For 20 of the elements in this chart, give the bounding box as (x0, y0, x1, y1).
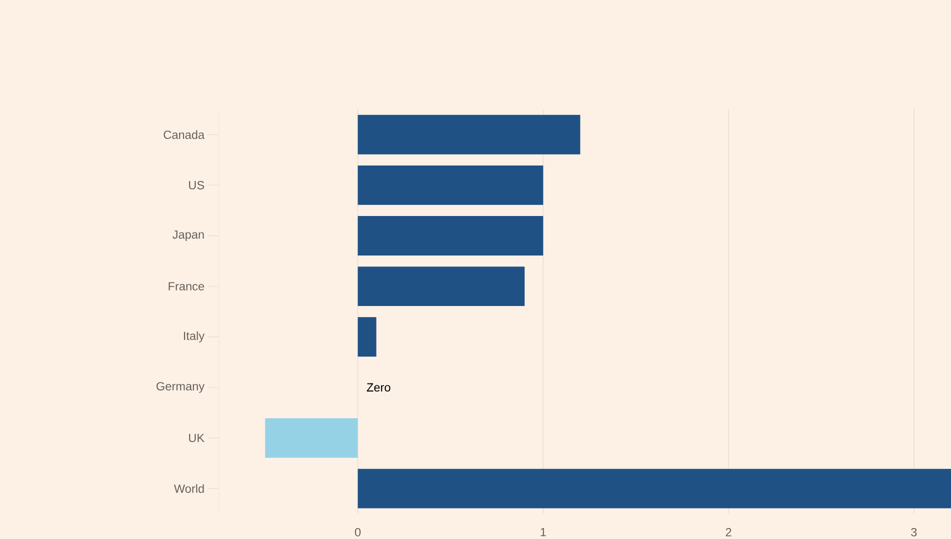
x-tick-label: 2 (726, 528, 732, 536)
bar (358, 266, 525, 306)
y-tick-label: France (168, 282, 204, 290)
bar (358, 114, 580, 154)
bar (358, 468, 951, 508)
bar (358, 316, 376, 356)
y-tick-label: Canada (164, 130, 205, 139)
x-tick-label: 3 (911, 528, 917, 536)
bar (358, 165, 544, 205)
y-tick-label: World (174, 484, 204, 493)
bar (265, 418, 358, 458)
y-tick-label: UK (189, 434, 204, 442)
x-tick-label: 0 (354, 528, 361, 536)
x-tick-label: 1 (540, 528, 546, 536)
bar (358, 216, 544, 256)
y-tick-label: US (189, 180, 204, 190)
annotation: Zero (366, 383, 390, 392)
y-tick-label: Japan (172, 230, 204, 241)
y-tick-label: Italy (184, 331, 205, 342)
y-tick-label: Germany (156, 382, 205, 393)
